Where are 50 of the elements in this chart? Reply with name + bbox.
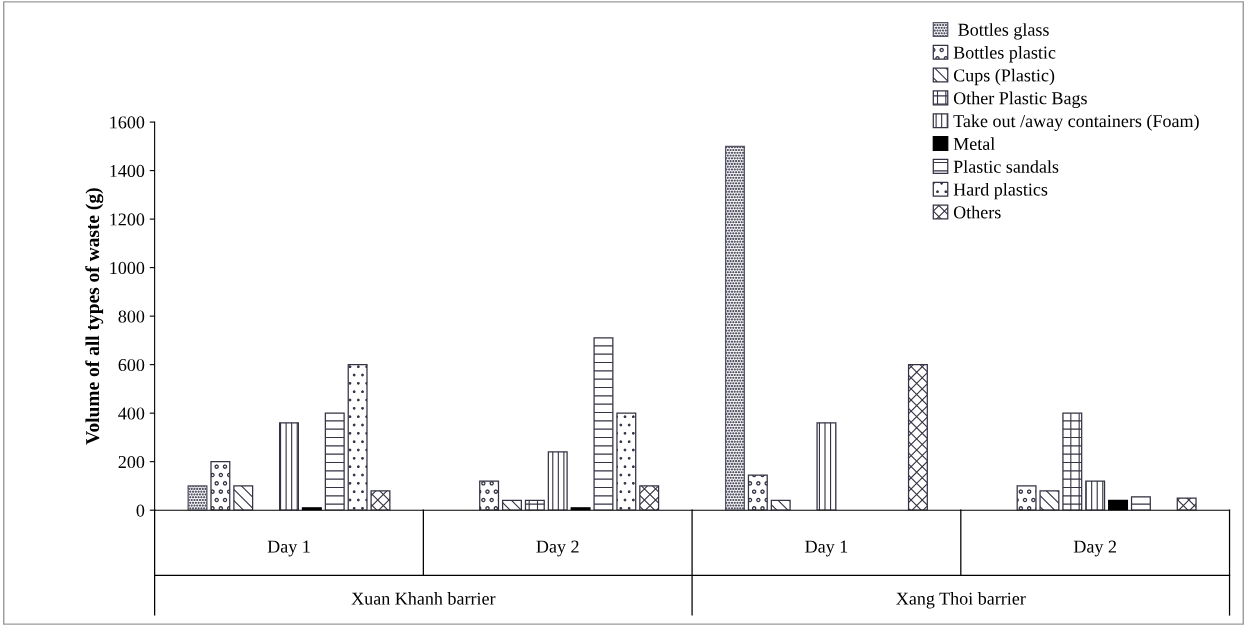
text: Xang Thoi barrier	[896, 592, 1026, 609]
bar	[370, 490, 391, 511]
y-tick-label: 400	[118, 407, 145, 420]
bar	[1039, 490, 1060, 511]
y-tick-label: 1200	[110, 213, 145, 226]
bar	[724, 145, 745, 511]
bar	[233, 485, 254, 511]
bar	[593, 337, 614, 511]
bar	[1016, 485, 1037, 511]
y-axis-title: Volume of all types of waste (g)	[85, 188, 104, 445]
legend-label: Hard plastics	[953, 182, 1048, 200]
bar	[639, 485, 660, 511]
bar	[770, 499, 791, 511]
x-tick-label: Day 1	[805, 540, 848, 557]
bar	[747, 474, 768, 511]
bar	[1176, 497, 1197, 511]
legend-label: Metal	[953, 137, 995, 151]
x-tick-label: Day 2	[536, 540, 579, 557]
bar	[524, 499, 545, 511]
bar	[324, 412, 345, 511]
bar	[616, 412, 637, 511]
bar	[1062, 412, 1083, 511]
y-tick-label: 1600	[110, 116, 145, 129]
legend-label: Bottles glass	[958, 23, 1049, 40]
y-tick-label: 200	[118, 455, 145, 469]
y-tick-label: 1000	[110, 261, 145, 275]
bar	[210, 461, 231, 511]
y-tick-label: 800	[118, 310, 145, 323]
bar	[816, 422, 837, 511]
legend-label: Other Plastic Bags	[953, 91, 1087, 109]
y-tick-label: 1400	[110, 164, 145, 178]
legend-label: Plastic sandals	[953, 160, 1059, 173]
x-tick-label: Day 1	[267, 540, 310, 557]
bar	[187, 485, 208, 511]
y-tick-label: 600	[118, 358, 145, 372]
bar	[1085, 480, 1106, 511]
y-tick-label: 0	[136, 504, 145, 517]
legend-label: Others	[953, 205, 1001, 219]
bar	[278, 422, 299, 511]
x-tick-label: Day 2	[1073, 540, 1116, 557]
legend-label: Bottles plastic	[953, 46, 1056, 63]
bar	[907, 364, 928, 511]
bar	[547, 451, 568, 511]
bar	[501, 499, 522, 511]
text: Xuan Khanh barrier	[351, 592, 496, 605]
bar	[347, 364, 368, 511]
bar	[479, 480, 500, 511]
legend-label: Take out /away containers (Foam)	[953, 114, 1199, 131]
bar	[1130, 496, 1151, 511]
legend-label: Cups (Plastic)	[953, 68, 1055, 86]
